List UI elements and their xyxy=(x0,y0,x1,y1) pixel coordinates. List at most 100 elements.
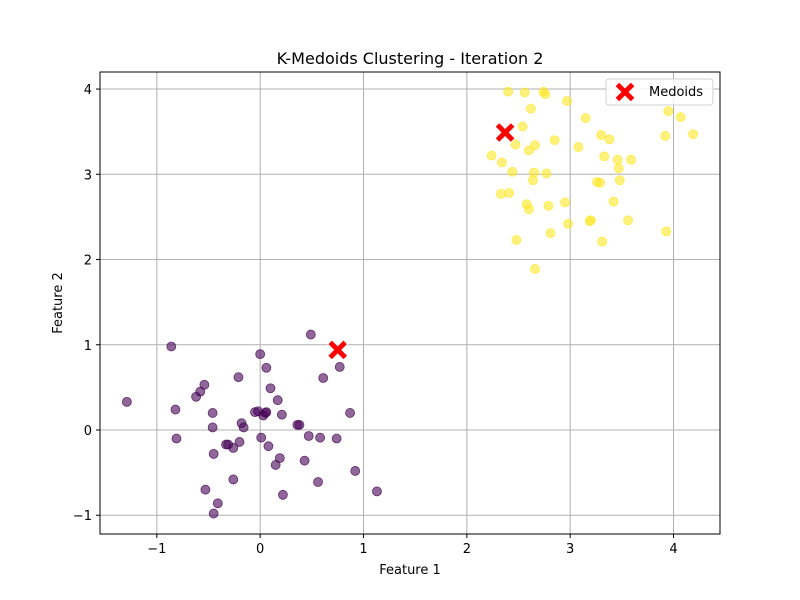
x-axis-label: Feature 1 xyxy=(379,563,441,578)
axis-ticks: −1 0 1 2 3 4 −1 0 1 2 3 4 xyxy=(73,83,678,557)
data-point-cluster-0 xyxy=(272,395,283,406)
data-point-cluster-0 xyxy=(199,379,210,390)
legend-label-medoids: Medoids xyxy=(649,85,703,100)
data-point-cluster-1 xyxy=(563,218,573,229)
data-point-cluster-0 xyxy=(265,383,276,394)
data-point-cluster-1 xyxy=(530,264,540,274)
data-point-cluster-1 xyxy=(596,130,607,140)
data-point-cluster-0 xyxy=(276,409,287,420)
y-tick-label: 2 xyxy=(84,254,92,269)
data-point-cluster-1 xyxy=(573,142,584,152)
data-point-cluster-0 xyxy=(334,362,345,372)
data-point-cluster-1 xyxy=(507,166,518,177)
data-point-cluster-0 xyxy=(294,419,305,430)
data-point-cluster-0 xyxy=(207,422,218,433)
data-point-cluster-0 xyxy=(256,432,267,443)
data-point-cluster-0 xyxy=(228,474,239,485)
data-point-cluster-1 xyxy=(626,154,637,165)
data-point-cluster-0 xyxy=(200,484,211,495)
data-point-cluster-1 xyxy=(549,135,560,146)
data-point-cluster-0 xyxy=(345,408,355,418)
data-point-cluster-0 xyxy=(331,433,342,444)
data-point-cluster-1 xyxy=(661,226,672,237)
x-tick-label: 1 xyxy=(359,542,367,557)
data-point-cluster-1 xyxy=(511,235,522,245)
data-point-cluster-1 xyxy=(612,154,623,165)
data-point-cluster-1 xyxy=(599,151,610,162)
medoid-markers xyxy=(326,121,516,361)
data-point-cluster-0 xyxy=(315,432,326,443)
data-point-cluster-1 xyxy=(613,163,624,174)
medoid-marker xyxy=(326,339,349,361)
data-point-cluster-0 xyxy=(234,437,245,447)
data-point-cluster-1 xyxy=(519,87,530,98)
data-point-cluster-1 xyxy=(504,188,515,198)
legend-medoid-symbol xyxy=(614,81,636,103)
data-point-cluster-0 xyxy=(207,408,218,418)
data-point-cluster-1 xyxy=(675,112,686,123)
legend-medoid-marker xyxy=(614,81,636,103)
plot-frame xyxy=(99,71,721,535)
data-point-cluster-1 xyxy=(526,103,536,114)
data-point-cluster-0 xyxy=(263,441,274,452)
data-point-cluster-1 xyxy=(663,106,674,117)
data-point-cluster-0 xyxy=(208,448,219,459)
data-point-cluster-1 xyxy=(595,177,606,188)
data-point-cluster-1 xyxy=(560,197,570,208)
data-point-cluster-1 xyxy=(523,204,534,215)
data-point-cluster-1 xyxy=(496,188,506,199)
data-point-cluster-1 xyxy=(529,167,539,178)
data-point-cluster-1 xyxy=(503,86,514,97)
data-point-cluster-1 xyxy=(580,113,591,123)
data-point-cluster-0 xyxy=(261,407,272,418)
data-point-cluster-1 xyxy=(486,150,497,161)
data-point-cluster-1 xyxy=(545,228,556,239)
data-point-cluster-0 xyxy=(166,341,177,352)
data-point-cluster-0 xyxy=(233,372,244,383)
x-tick-label: 0 xyxy=(256,542,264,557)
data-point-cluster-1 xyxy=(530,140,540,151)
data-point-cluster-1 xyxy=(510,139,521,150)
data-point-cluster-1 xyxy=(541,168,552,179)
x-tick-label: −1 xyxy=(147,542,166,557)
y-tick-label: 0 xyxy=(84,424,92,439)
data-point-cluster-0 xyxy=(208,508,219,519)
data-point-cluster-1 xyxy=(614,175,625,186)
data-point-cluster-1 xyxy=(604,134,615,145)
data-point-cluster-0 xyxy=(305,329,316,340)
chart-title: K-Medoids Clustering - Iteration 2 xyxy=(277,49,544,68)
y-axis-label: Feature 2 xyxy=(51,272,66,334)
data-point-cluster-1 xyxy=(543,200,554,211)
data-point-cluster-1 xyxy=(497,157,507,168)
data-point-cluster-0 xyxy=(372,486,382,497)
data-point-cluster-0 xyxy=(303,431,314,441)
data-point-cluster-0 xyxy=(255,349,266,360)
y-tick-label: 1 xyxy=(84,339,92,354)
x-tick-label: 3 xyxy=(566,542,574,557)
data-point-cluster-1 xyxy=(688,129,699,140)
data-point-cluster-0 xyxy=(121,396,132,407)
data-point-cluster-0 xyxy=(299,455,310,466)
data-point-cluster-0 xyxy=(313,477,323,487)
data-point-cluster-0 xyxy=(274,453,285,464)
data-point-cluster-1 xyxy=(517,121,528,132)
legend: Medoids xyxy=(605,78,714,106)
x-tick-label: 4 xyxy=(669,542,677,557)
data-point-cluster-1 xyxy=(608,196,619,207)
data-point-cluster-0 xyxy=(238,422,249,433)
data-point-cluster-0 xyxy=(171,433,182,444)
medoid-marker xyxy=(494,121,516,144)
y-tick-label: 4 xyxy=(84,83,92,98)
data-point-cluster-0 xyxy=(318,373,329,383)
y-tick-label: −1 xyxy=(73,509,92,524)
data-point-cluster-1 xyxy=(623,215,633,226)
data-point-cluster-1 xyxy=(562,96,572,106)
data-point-cluster-0 xyxy=(261,362,272,373)
data-point-cluster-1 xyxy=(540,89,551,100)
data-point-cluster-0 xyxy=(212,498,223,509)
grid-lines xyxy=(100,72,720,534)
data-point-cluster-0 xyxy=(170,404,181,415)
data-point-cluster-0 xyxy=(228,443,239,453)
data-point-cluster-0 xyxy=(350,466,361,476)
